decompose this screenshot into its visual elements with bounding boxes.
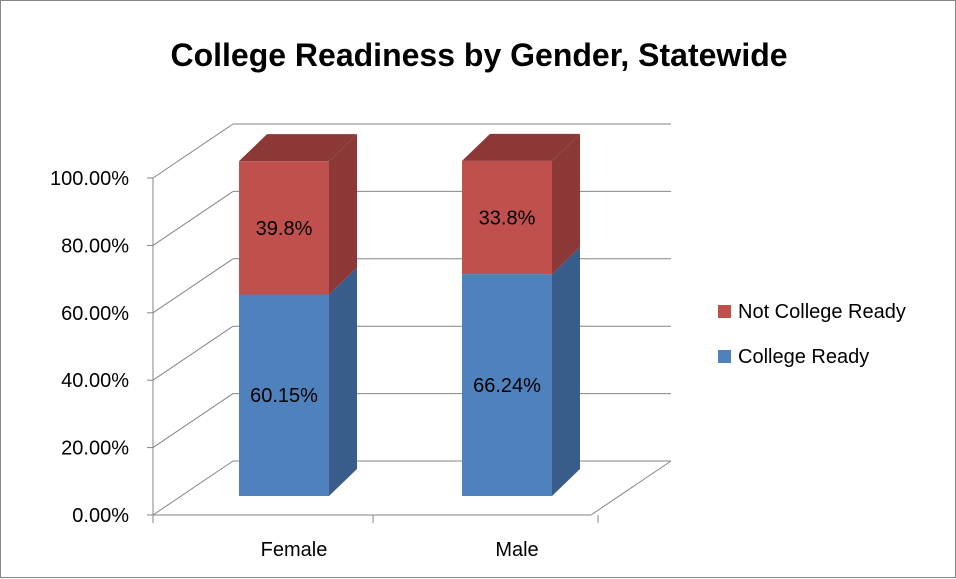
legend-swatch-not-college-ready <box>718 304 731 318</box>
y-tick-label: 100.00% <box>50 168 129 190</box>
bar-side-college-ready-male <box>552 247 580 496</box>
side-gridline <box>152 325 234 381</box>
bar-side-not-college-ready-male <box>552 133 580 275</box>
bar-top-not-college-ready-male <box>462 133 580 161</box>
y-tick-label: 0.00% <box>72 505 129 527</box>
legend-item-college-ready: College Ready <box>718 346 869 369</box>
y-tick-label: 80.00% <box>61 235 129 257</box>
legend-item-not-college-ready: Not College Ready <box>718 301 906 324</box>
bar-not-college-ready-female <box>239 161 329 295</box>
y-tick-label: 60.00% <box>61 303 129 325</box>
y-tick-label: 40.00% <box>61 370 129 392</box>
bar-top-not-college-ready-female <box>239 134 357 162</box>
side-gridline <box>152 258 234 314</box>
chart-title: College Readiness by Gender, Statewide <box>170 37 788 73</box>
y-tick-label: 20.00% <box>61 438 129 460</box>
bar-college-ready-male <box>462 274 552 496</box>
data-label-college-ready-male: 66.24% <box>473 375 541 397</box>
data-label-college-ready-female: 60.15% <box>250 385 318 407</box>
side-gridline <box>152 460 234 516</box>
data-label-not-college-ready-male: 33.8% <box>479 207 536 229</box>
data-label-not-college-ready-female: 39.8% <box>256 218 313 240</box>
side-gridline <box>152 393 234 449</box>
floor-right-edge <box>590 460 672 516</box>
legend-swatch-college-ready <box>718 349 731 363</box>
side-gridline <box>152 190 234 246</box>
bar-not-college-ready-male <box>462 160 552 275</box>
legend-label-not-college-ready: Not College Ready <box>738 301 906 323</box>
bar-side-college-ready-female <box>329 267 357 496</box>
bar-college-ready-female <box>239 294 329 496</box>
bar-side-not-college-ready-female <box>329 134 357 295</box>
side-gridline <box>152 123 234 179</box>
x-tick-label-male: Male <box>495 539 538 561</box>
x-tick-label-female: Female <box>261 539 328 561</box>
legend-label-college-ready: College Ready <box>738 346 870 368</box>
